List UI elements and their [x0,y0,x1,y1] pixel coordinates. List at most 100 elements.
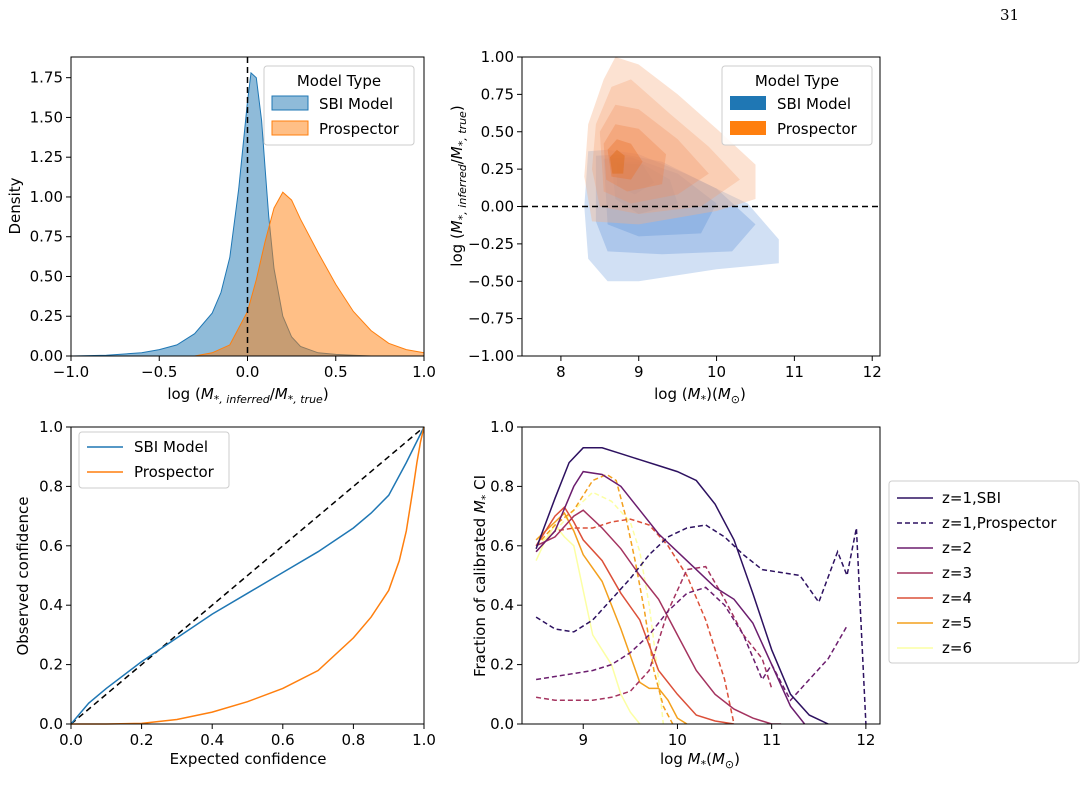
y-tick-label: 1.0 [39,418,63,436]
y-tick-label: 0.75 [30,228,63,246]
y-tick-label: −0.75 [468,310,514,328]
series-lines [535,447,867,724]
diagonal-reference-line [70,426,425,725]
y-axis-label: Fraction of calibrated M* CI [471,475,492,677]
sbi-contour [603,157,717,237]
fraction-line [535,447,829,724]
x-tick-label: 12 [863,363,882,381]
sbi-contour [616,163,655,195]
fraction-line [535,518,735,724]
x-axis-label: log (M*)(M⊙) [654,385,746,406]
x-tick-label: 0.2 [130,731,154,749]
x-tick-label: 10 [707,363,726,381]
sbi-contour [611,161,678,214]
legend-label: z=3 [942,564,972,582]
x-tick-label: 9 [634,363,644,381]
x-tick-label: 10 [668,731,687,749]
sbi-contour [595,154,756,255]
y-tick-label: 0.0 [39,715,63,733]
y-tick-label: 1.00 [30,188,63,206]
y-tick-label: 0.2 [490,656,514,674]
panel-kde-contour: 8 9 10 11 12 −1.00 −0.75 −0.50 −0.25 0.00 0.25 0.50… [448,48,882,406]
legend: Model Type SBI Model Prospector [263,65,415,146]
y-tick-label: −0.25 [468,235,514,253]
panel-density: −1.0 −0.5 0.0 0.5 1.0 0.00 0.25 0.50 0.75 1.00 1.2… [6,56,436,406]
legend-label: z=4 [942,589,972,607]
x-tick-label: 0.5 [324,363,348,381]
axes-frame [521,426,881,725]
x-tick-label: 0.6 [271,731,295,749]
x-axis-label: log M*(M⊙) [660,750,740,771]
axes-frame [70,426,425,725]
calibration-line-prospector [71,426,425,725]
x-tick-label: 9 [578,731,588,749]
legend-label: SBI Model [319,95,393,113]
legend: z=1,SBI z=1,Prospector z=2 z=3 z=4 z=5 z=6 [888,480,1080,664]
prospector-contour [603,124,666,192]
legend-label: SBI Model [777,95,851,113]
legend: SBI Model Prospector [78,431,230,489]
page-number: 31 [1000,6,1020,24]
prospector-contour [599,104,709,204]
legend-swatch [271,95,309,111]
legend: Model Type SBI Model Prospector [721,65,873,146]
fraction-line [535,491,665,724]
legend-label: z=1,Prospector [942,514,1057,532]
y-axis-label: Observed confidence [14,496,32,655]
density-line-prospector [194,191,425,357]
y-axis-label: Density [6,177,24,234]
y-tick-label: 0.50 [30,267,63,285]
x-axis-label: log (M*, inferred/M*, true) [167,385,328,406]
fraction-line [535,509,782,724]
legend-swatch [730,121,766,135]
density-fill-sbi [71,72,372,357]
legend-label: Prospector [319,120,400,138]
fraction-line [535,565,773,701]
legend-swatch [730,96,766,110]
fraction-line [535,473,674,724]
panel-calibrated-fraction: 9 10 11 12 0.0 0.2 0.4 0.6 0.8 1.0 log M*(M⊙) Fract… [471,418,1080,771]
y-tick-label: 1.25 [30,148,63,166]
x-tick-label: 11 [762,731,781,749]
fraction-line [535,524,867,724]
y-tick-label: 0.4 [39,596,63,614]
legend-swatch [271,120,309,136]
y-tick-label: 0.25 [481,160,514,178]
fraction-line [535,511,688,724]
legend-frame [78,431,230,489]
fraction-line [535,586,848,702]
prospector-contour [609,149,625,174]
sbi-contour [584,149,779,282]
y-axis-label: log (M*, inferred/M*, true) [448,105,469,266]
legend-label: SBI Model [134,438,208,456]
legend-frame [888,480,1080,664]
legend-title: Model Type [755,72,839,90]
y-tick-label: 0.75 [481,85,514,103]
x-tick-label: 11 [785,363,804,381]
x-tick-label: 0.0 [59,731,83,749]
legend-label: z=5 [942,614,972,632]
legend-title: Model Type [297,72,381,90]
legend-label: z=1,SBI [942,489,1001,507]
y-tick-label: 0.0 [490,715,514,733]
y-tick-label: 0.6 [39,537,63,555]
prospector-contour [584,57,756,225]
legend-label: Prospector [134,463,215,481]
x-tick-label: 0.0 [236,363,260,381]
x-tick-label: 1.0 [412,363,436,381]
y-tick-label: 1.50 [30,108,63,126]
y-tick-label: 0.50 [481,123,514,141]
x-tick-label: −0.5 [141,363,177,381]
y-tick-label: 1.75 [30,69,63,87]
prospector-contour [592,79,740,215]
y-tick-label: 1.00 [481,48,514,66]
y-tick-label: 0.8 [490,477,514,495]
y-tick-label: 0.8 [39,477,63,495]
y-tick-label: −1.00 [468,347,514,365]
panel-calibration: 0.0 0.2 0.4 0.6 0.8 1.0 0.0 0.2 0.4 0.6 0.8 1.0 Expe… [14,418,436,768]
density-fill-prospector [194,192,424,356]
x-tick-label: −1.0 [53,363,89,381]
legend-label: Prospector [777,120,858,138]
legend-label: z=2 [942,539,972,557]
